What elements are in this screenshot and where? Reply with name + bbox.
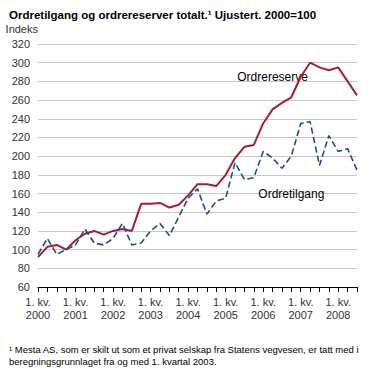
- svg-text:2002: 2002: [101, 309, 125, 321]
- svg-text:2001: 2001: [63, 309, 87, 321]
- svg-text:200: 200: [12, 150, 30, 162]
- svg-text:Ordretilgang og ordrereserver: Ordretilgang og ordrereserver totalt.¹ U…: [9, 9, 316, 21]
- svg-text:1. kv.: 1. kv.: [25, 296, 50, 308]
- svg-text:300: 300: [12, 57, 30, 69]
- svg-text:1. kv.: 1. kv.: [63, 296, 88, 308]
- svg-text:120: 120: [12, 225, 30, 237]
- svg-text:320: 320: [12, 38, 30, 50]
- svg-text:180: 180: [12, 169, 30, 181]
- svg-text:Indeks: Indeks: [6, 23, 39, 35]
- svg-text:2003: 2003: [138, 309, 162, 321]
- svg-text:240: 240: [12, 113, 30, 125]
- svg-text:100: 100: [12, 244, 30, 256]
- svg-text:280: 280: [12, 75, 30, 87]
- svg-text:1. kv.: 1. kv.: [138, 296, 163, 308]
- svg-text:260: 260: [12, 94, 30, 106]
- svg-text:2007: 2007: [288, 309, 312, 321]
- svg-text:160: 160: [12, 188, 30, 200]
- svg-text:2005: 2005: [213, 309, 237, 321]
- svg-text:220: 220: [12, 131, 30, 143]
- svg-text:beregningsgrunnlaget fra og me: beregningsgrunnlaget fra og med 1. kvart…: [9, 356, 217, 367]
- svg-text:1. kv.: 1. kv.: [100, 296, 125, 308]
- svg-text:1. kv.: 1. kv.: [213, 296, 238, 308]
- svg-text:140: 140: [12, 206, 30, 218]
- svg-text:Ordrereserve: Ordrereserve: [237, 69, 308, 84]
- svg-text:2008: 2008: [326, 309, 350, 321]
- svg-text:1. kv.: 1. kv.: [325, 296, 350, 308]
- svg-text:1. kv.: 1. kv.: [250, 296, 275, 308]
- svg-text:80: 80: [18, 262, 30, 274]
- svg-text:2004: 2004: [176, 309, 200, 321]
- svg-text:1. kv.: 1. kv.: [288, 296, 313, 308]
- svg-text:60: 60: [18, 281, 30, 293]
- svg-text:2006: 2006: [251, 309, 275, 321]
- svg-text:1. kv.: 1. kv.: [175, 296, 200, 308]
- svg-text:¹ Mesta AS, som er skilt ut so: ¹ Mesta AS, som er skilt ut som et priva…: [9, 344, 361, 355]
- svg-text:2000: 2000: [26, 309, 50, 321]
- svg-text:Ordretilgang: Ordretilgang: [258, 187, 324, 201]
